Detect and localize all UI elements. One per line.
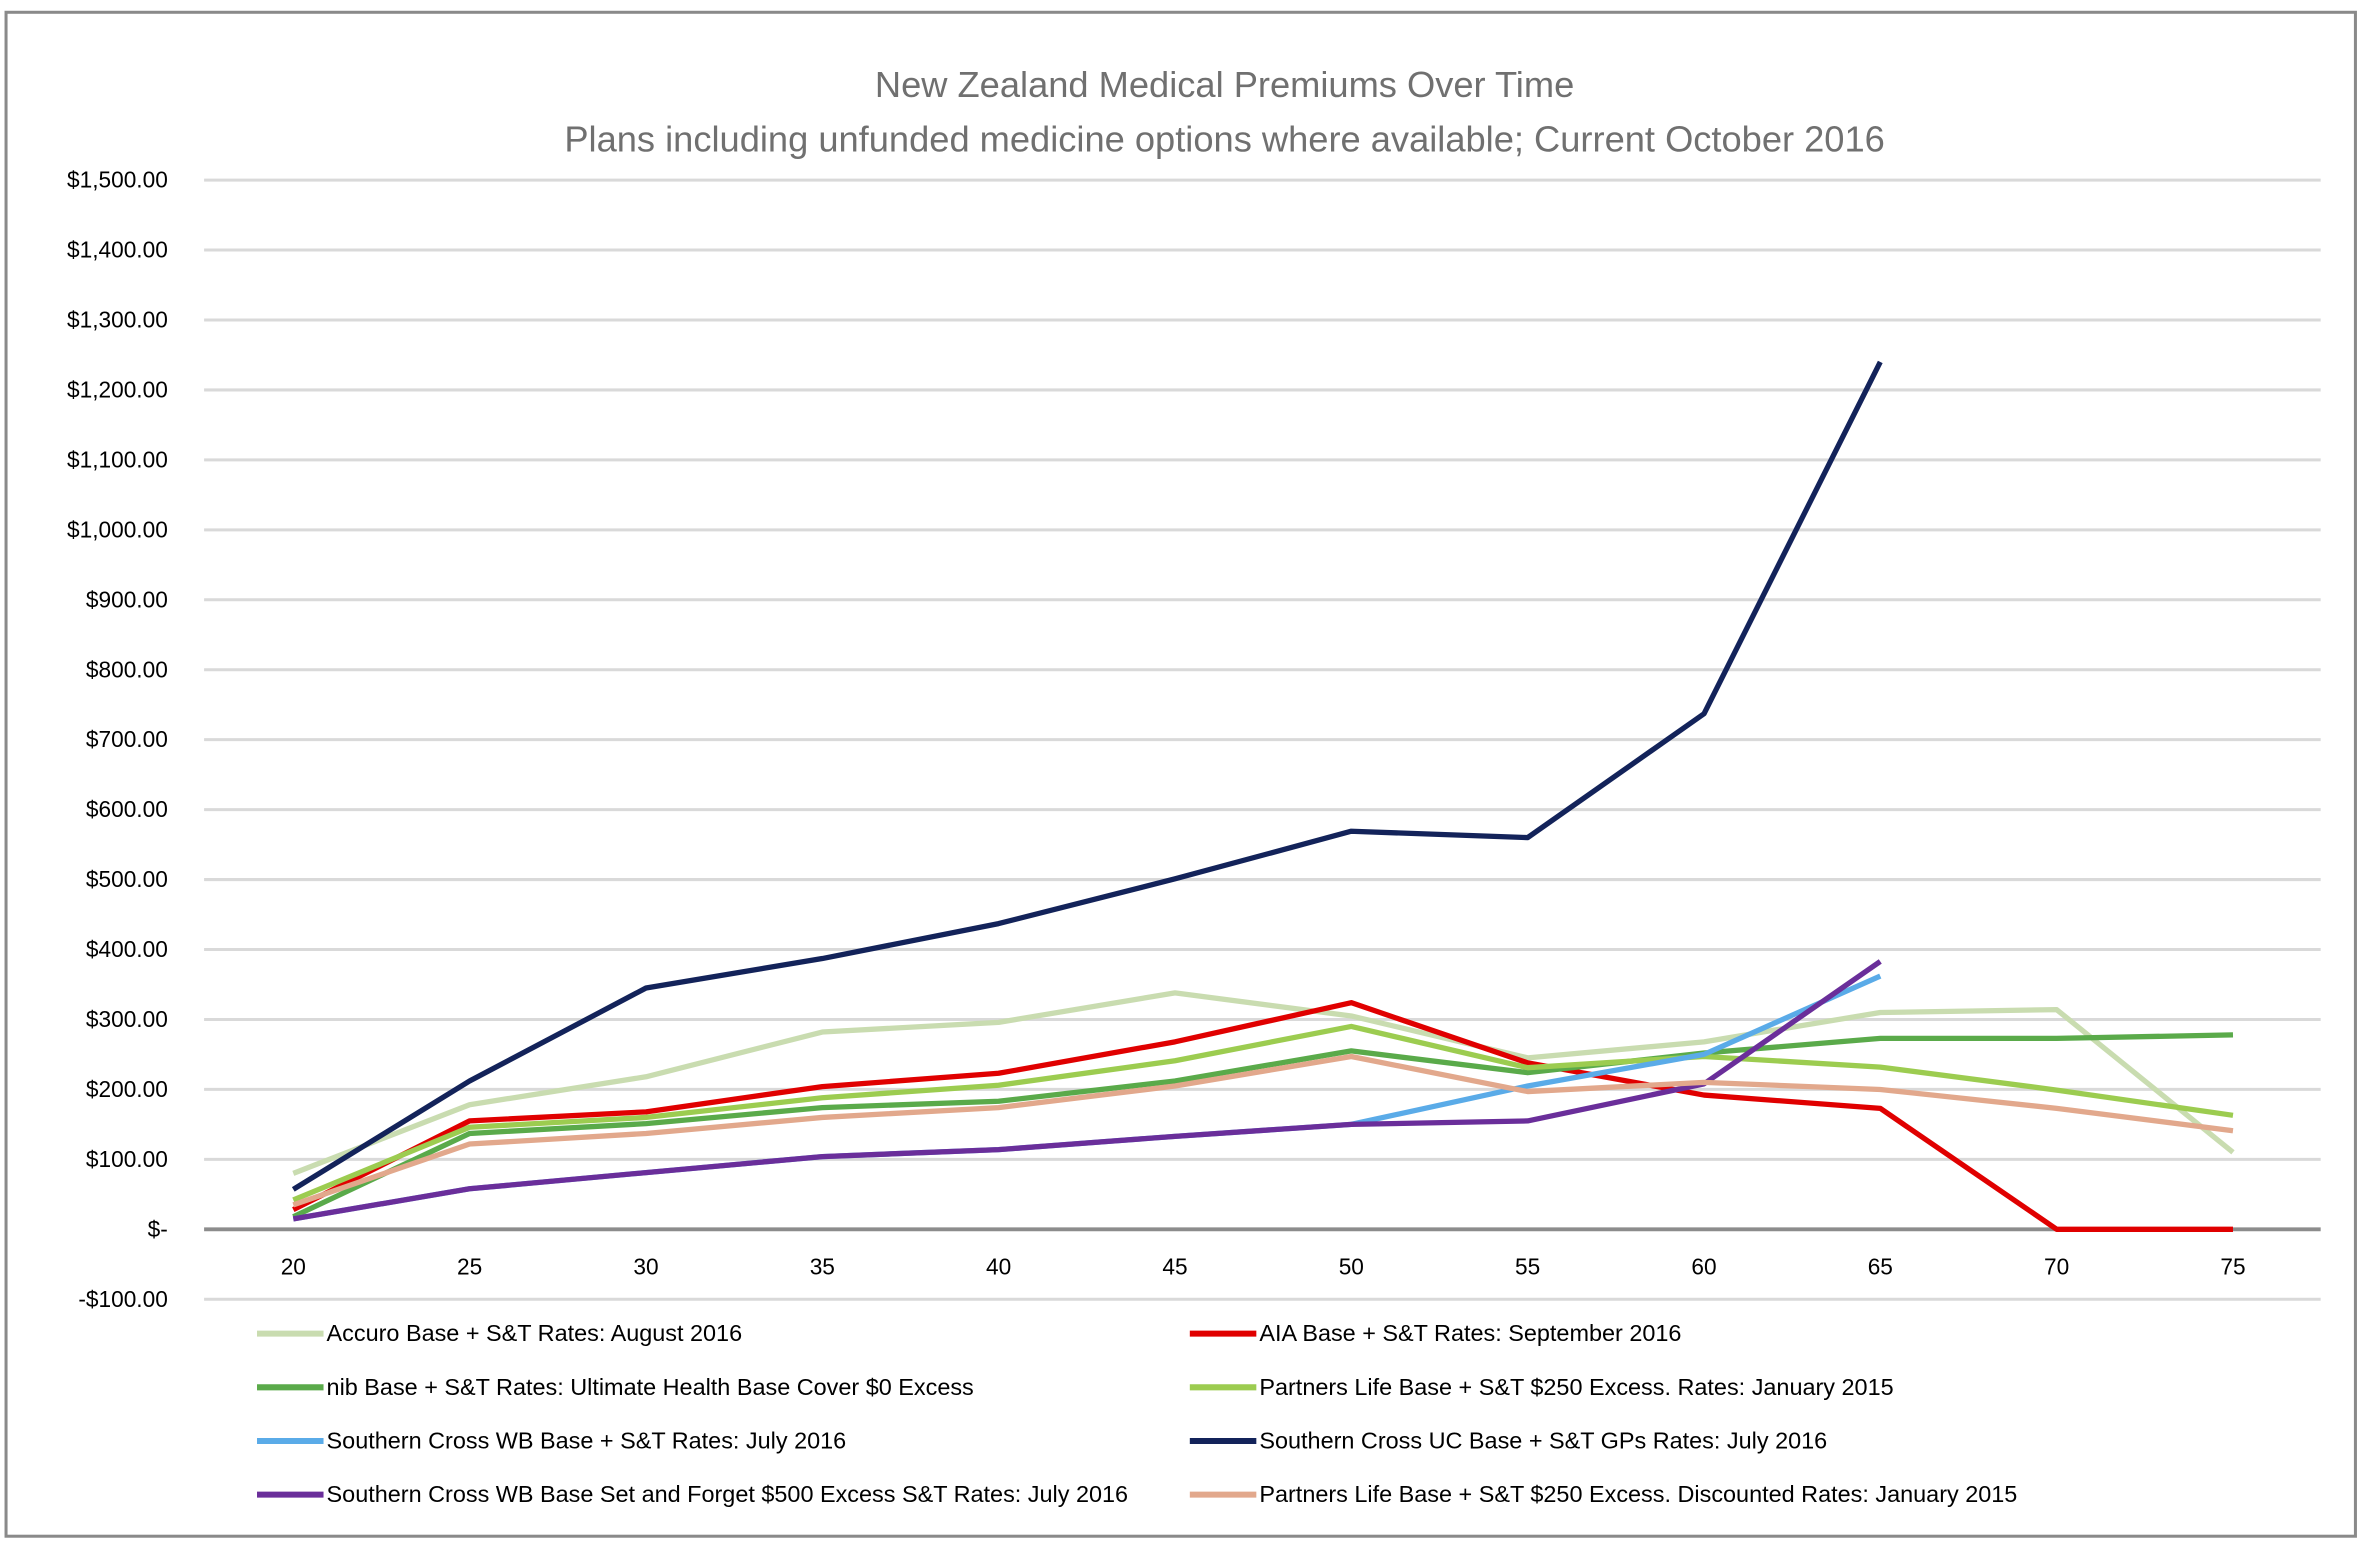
y-tick-label: $1,300.00 <box>67 307 168 333</box>
y-tick-label: $1,500.00 <box>67 167 168 193</box>
legend-label: Partners Life Base + S&T $250 Excess. Ra… <box>1259 1374 1893 1400</box>
x-tick-label: 65 <box>1868 1254 1893 1280</box>
legend-label: Accuro Base + S&T Rates: August 2016 <box>327 1320 743 1346</box>
series-line-4 <box>292 1023 2234 1203</box>
x-tick-label: 55 <box>1515 1254 1540 1280</box>
y-tick-label: $400.00 <box>86 936 168 962</box>
y-tick-label: $200.00 <box>86 1076 168 1102</box>
legend-label: Southern Cross WB Base + S&T Rates: July… <box>327 1428 847 1454</box>
chart-title: New Zealand Medical Premiums Over Time <box>875 64 1574 105</box>
legend-label: Partners Life Base + S&T $250 Excess. Di… <box>1259 1481 2017 1507</box>
x-tick-label: 45 <box>1162 1254 1187 1280</box>
series-lines <box>291 360 2235 1232</box>
legend: Accuro Base + S&T Rates: August 2016 AIA … <box>257 1320 2017 1507</box>
y-tick-label: $1,100.00 <box>67 446 168 472</box>
y-tick-label: $- <box>148 1216 168 1242</box>
series-line-7 <box>292 959 1882 1222</box>
x-tick-label: 75 <box>2220 1254 2245 1280</box>
y-tick-label: $100.00 <box>86 1146 168 1172</box>
x-tick-label: 20 <box>281 1254 306 1280</box>
x-axis-ticks: 20 25 30 35 40 45 50 55 60 65 70 75 <box>281 1254 2246 1280</box>
x-tick-label: 25 <box>457 1254 482 1280</box>
chart-border <box>4 10 2357 1538</box>
x-tick-label: 50 <box>1339 1254 1364 1280</box>
y-tick-label: $900.00 <box>86 586 168 612</box>
x-tick-label: 70 <box>2044 1254 2069 1280</box>
gridlines <box>204 178 2321 1301</box>
series-line-8 <box>292 1053 2234 1208</box>
legend-label: nib Base + S&T Rates: Ultimate Health Ba… <box>327 1374 974 1400</box>
series-line-1 <box>292 990 2235 1176</box>
legend-label: AIA Base + S&T Rates: September 2016 <box>1259 1320 1681 1346</box>
series-line-6 <box>291 360 1883 1192</box>
x-tick-label: 35 <box>810 1254 835 1280</box>
legend-label: Southern Cross UC Base + S&T GPs Rates: … <box>1259 1428 1827 1454</box>
y-tick-label: $500.00 <box>86 866 168 892</box>
legend-label: Southern Cross WB Base Set and Forget $5… <box>327 1481 1129 1507</box>
series-line-3 <box>292 1032 2234 1220</box>
chart-subtitle: Plans including unfunded medicine option… <box>564 118 1885 159</box>
y-tick-label: $1,400.00 <box>67 237 168 263</box>
y-tick-label: $1,200.00 <box>67 376 168 402</box>
x-tick-label: 30 <box>633 1254 658 1280</box>
y-tick-label: $700.00 <box>86 726 168 752</box>
x-tick-label: 40 <box>986 1254 1011 1280</box>
x-tick-label: 60 <box>1691 1254 1716 1280</box>
y-tick-label: $800.00 <box>86 656 168 682</box>
series-line-2 <box>292 1000 2233 1232</box>
y-tick-label: $1,000.00 <box>67 516 168 542</box>
y-tick-label: -$100.00 <box>78 1286 167 1312</box>
y-axis-ticks: $1,500.00 $1,400.00 $1,300.00 $1,200.00 $1,1… <box>67 167 168 1312</box>
y-tick-label: $600.00 <box>86 796 168 822</box>
y-tick-label: $300.00 <box>86 1006 168 1032</box>
